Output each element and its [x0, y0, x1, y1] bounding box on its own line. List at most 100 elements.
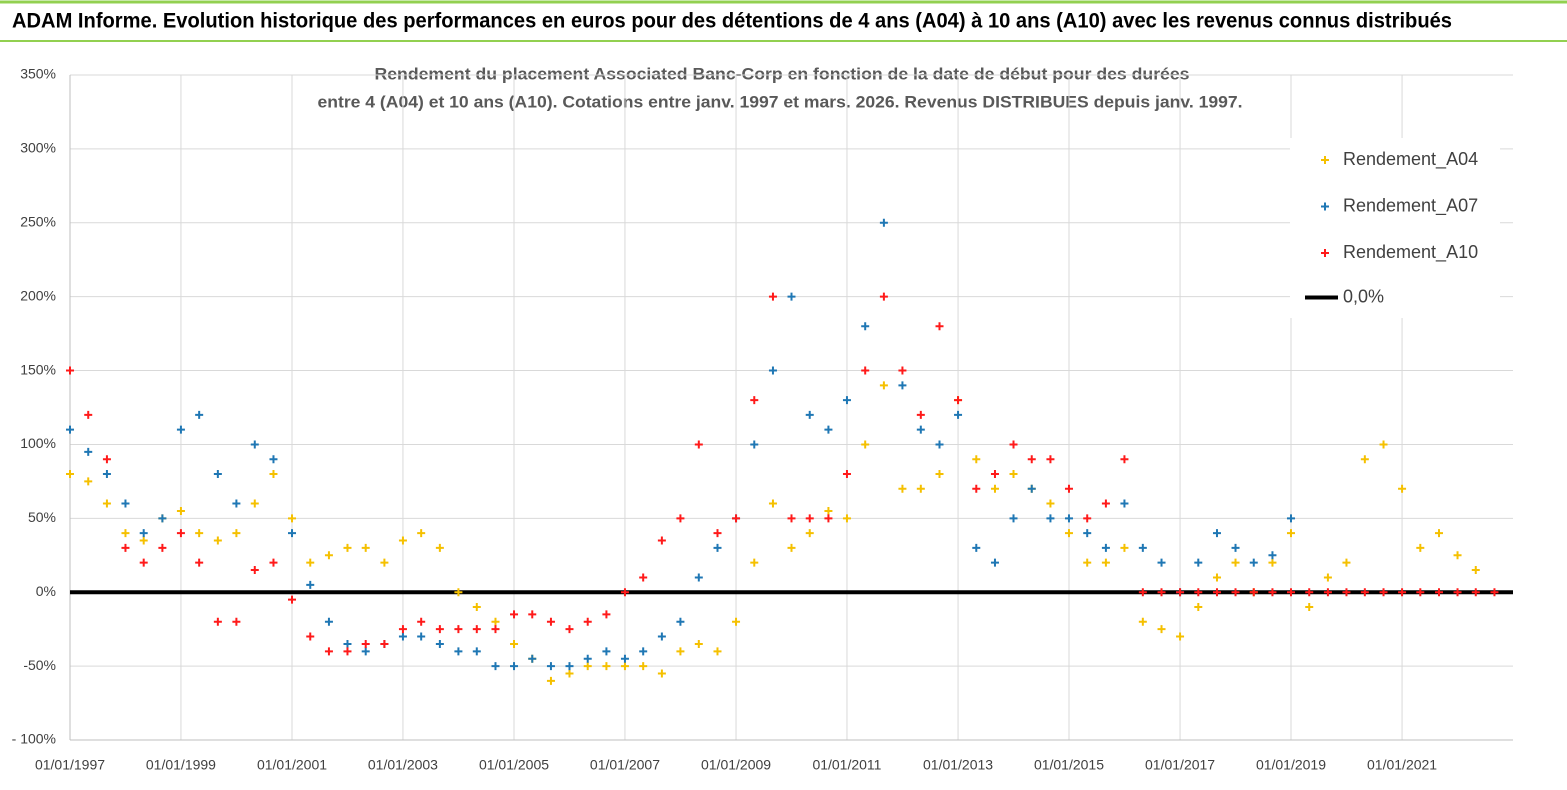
point — [528, 654, 537, 663]
point — [1120, 543, 1129, 552]
point — [454, 625, 463, 634]
point — [306, 632, 315, 641]
point — [435, 639, 444, 648]
point — [1398, 484, 1407, 493]
point — [1231, 558, 1240, 567]
point — [1268, 588, 1277, 597]
point — [916, 410, 925, 419]
point — [1083, 558, 1092, 567]
point — [361, 543, 370, 552]
point — [916, 484, 925, 493]
legend-label: Rendement_A04 — [1343, 149, 1478, 170]
point — [1435, 529, 1443, 538]
point — [232, 499, 241, 508]
point — [195, 558, 204, 567]
point — [898, 381, 907, 390]
point — [583, 654, 592, 663]
point — [935, 440, 944, 449]
point — [1249, 588, 1258, 597]
point — [269, 558, 278, 567]
point — [583, 617, 592, 626]
x-tick-label: 01/01/2021 — [1367, 757, 1437, 773]
y-tick-label: 0% — [36, 583, 56, 599]
point — [1416, 543, 1425, 552]
point — [972, 543, 981, 552]
point — [1120, 455, 1129, 464]
point — [657, 632, 666, 641]
legend-marker — [1321, 249, 1329, 257]
point — [879, 218, 888, 227]
x-tick-label: 01/01/1997 — [35, 757, 105, 773]
point — [472, 603, 481, 611]
y-tick-label: 100% — [20, 435, 56, 451]
point — [1101, 499, 1110, 508]
point — [288, 595, 297, 604]
point — [361, 639, 370, 648]
point — [1231, 588, 1240, 597]
point — [990, 470, 999, 478]
point — [510, 662, 519, 671]
point — [288, 514, 297, 523]
point — [1360, 455, 1369, 464]
point — [824, 425, 833, 434]
point — [898, 366, 907, 375]
point — [158, 514, 167, 523]
point — [861, 322, 870, 331]
point — [417, 632, 426, 641]
point — [121, 499, 130, 508]
point — [1101, 558, 1110, 567]
series — [66, 292, 1499, 656]
point — [1027, 484, 1036, 493]
point — [1286, 514, 1295, 523]
point — [139, 536, 148, 545]
point — [546, 676, 555, 685]
point — [639, 662, 648, 671]
point — [694, 639, 703, 648]
point — [954, 396, 963, 405]
point — [250, 499, 259, 508]
point — [324, 617, 333, 626]
point — [158, 543, 167, 552]
point — [602, 610, 611, 619]
series — [66, 381, 1480, 685]
point — [454, 647, 463, 656]
point — [121, 529, 130, 538]
x-tick-label: 01/01/2017 — [1145, 757, 1215, 773]
point — [1046, 455, 1055, 464]
point — [842, 470, 851, 478]
point — [1286, 588, 1295, 597]
y-tick-label: -50% — [23, 657, 56, 673]
point — [250, 440, 259, 449]
point — [1176, 632, 1185, 641]
point — [1453, 588, 1462, 597]
point — [510, 610, 519, 619]
point — [1157, 588, 1166, 597]
point — [66, 366, 74, 375]
point — [620, 662, 629, 671]
point — [732, 617, 741, 626]
point — [398, 536, 407, 545]
point — [213, 617, 222, 626]
point — [324, 551, 333, 560]
point — [620, 588, 629, 597]
point — [546, 617, 555, 626]
point — [102, 499, 111, 508]
point — [805, 529, 814, 538]
point — [1342, 588, 1351, 597]
point — [343, 543, 352, 552]
point — [842, 396, 851, 405]
point — [1471, 566, 1480, 575]
point — [139, 558, 148, 567]
point — [805, 514, 814, 523]
point — [343, 639, 352, 648]
point — [990, 484, 999, 493]
x-tick-label: 01/01/1999 — [146, 757, 216, 773]
point — [1379, 588, 1388, 597]
point — [657, 536, 666, 545]
point — [1398, 588, 1407, 597]
point — [750, 396, 759, 405]
point — [1416, 588, 1425, 597]
point — [417, 529, 426, 538]
point — [1064, 514, 1073, 523]
